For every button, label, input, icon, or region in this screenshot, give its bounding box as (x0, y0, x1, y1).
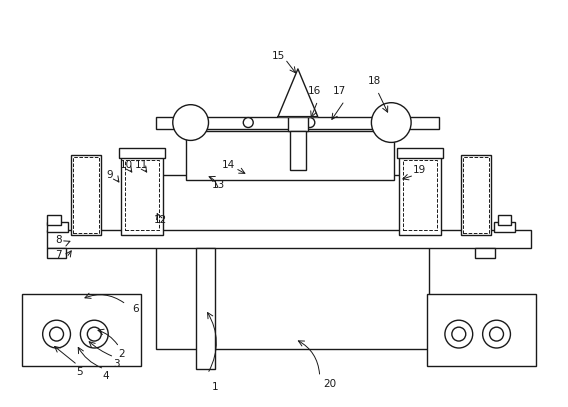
Text: 13: 13 (212, 180, 225, 190)
Bar (397, 149, 443, 158)
Text: 3: 3 (113, 359, 119, 369)
Polygon shape (278, 69, 318, 116)
Bar (22, 294, 141, 366)
Text: 15: 15 (272, 51, 285, 61)
Text: 19: 19 (412, 165, 425, 175)
Circle shape (483, 320, 511, 348)
Bar (498, 215, 511, 225)
Bar (47, 215, 61, 225)
Text: 6: 6 (133, 304, 139, 314)
Bar (399, 155, 441, 235)
Bar (403, 160, 437, 230)
Bar (195, 248, 215, 369)
Text: 5: 5 (76, 367, 83, 377)
Bar (47, 248, 66, 258)
Bar (121, 155, 163, 235)
Bar (47, 222, 69, 232)
Circle shape (452, 327, 466, 341)
Text: 17: 17 (333, 86, 346, 96)
Circle shape (371, 103, 411, 142)
Circle shape (43, 320, 70, 348)
Bar (288, 116, 308, 131)
Bar (47, 230, 531, 248)
Text: 7: 7 (55, 249, 62, 260)
Text: 8: 8 (55, 235, 62, 245)
Circle shape (87, 327, 101, 341)
Text: 10: 10 (119, 160, 133, 170)
Bar (156, 175, 429, 349)
Circle shape (49, 327, 64, 341)
Bar (290, 131, 306, 170)
Text: 4: 4 (103, 371, 110, 381)
Bar (494, 222, 515, 232)
Text: 18: 18 (367, 76, 381, 86)
Circle shape (305, 118, 315, 127)
Circle shape (81, 320, 108, 348)
Bar (186, 131, 394, 180)
Text: 1: 1 (212, 382, 219, 392)
Bar (427, 294, 536, 366)
Text: 14: 14 (222, 160, 235, 170)
Circle shape (173, 105, 208, 140)
Circle shape (445, 320, 473, 348)
Text: 20: 20 (323, 379, 336, 389)
Text: 12: 12 (154, 215, 168, 225)
Bar (463, 158, 488, 233)
Bar (125, 160, 159, 230)
Bar (73, 158, 99, 233)
Bar (72, 155, 101, 235)
Bar (461, 155, 491, 235)
Bar (156, 116, 439, 129)
Bar (475, 248, 495, 258)
Text: 16: 16 (308, 86, 321, 96)
Text: 2: 2 (118, 349, 124, 359)
Text: 11: 11 (135, 160, 148, 170)
Circle shape (490, 327, 503, 341)
Text: 9: 9 (106, 170, 112, 180)
Circle shape (243, 118, 253, 127)
Bar (119, 149, 165, 158)
